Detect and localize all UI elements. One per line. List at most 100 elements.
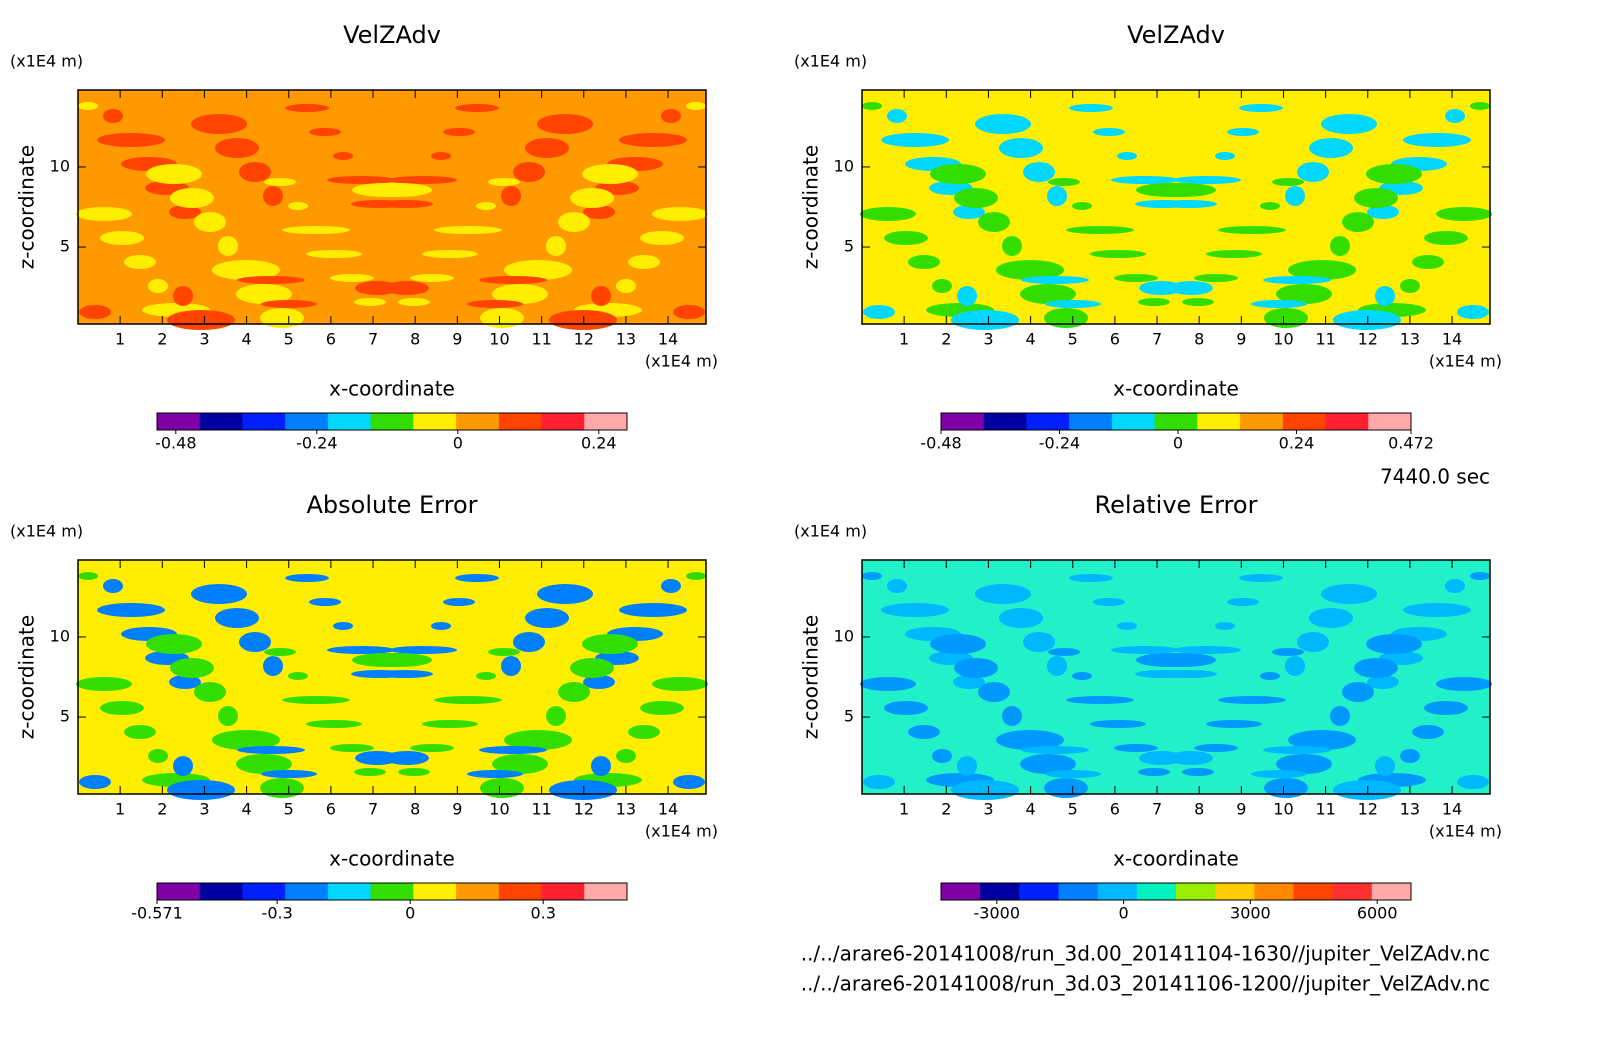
contour-patch xyxy=(1400,279,1420,293)
colorbar-segment xyxy=(1282,413,1327,430)
contour-patch xyxy=(239,162,271,182)
contour-patch xyxy=(558,682,590,702)
x-tick-label: 7 xyxy=(1152,330,1162,349)
contour-patch xyxy=(1148,183,1216,197)
contour-patch xyxy=(443,128,475,136)
contour-patch xyxy=(218,236,238,256)
contour-patch xyxy=(932,749,952,763)
contour-patch xyxy=(215,138,259,158)
contour-patch xyxy=(422,720,478,728)
contour-patch xyxy=(996,260,1064,280)
x-tick-label: 2 xyxy=(157,800,167,819)
file-path: ../../arare6-20141008/run_3d.00_20141104… xyxy=(801,942,1490,966)
x-tick-label: 12 xyxy=(574,330,594,349)
colorbar-segment xyxy=(980,883,1020,900)
x-tick-label: 7 xyxy=(368,330,378,349)
contour-patch xyxy=(1227,598,1259,606)
x-tick-label: 13 xyxy=(616,330,636,349)
x-tick-label: 1 xyxy=(115,330,125,349)
colorbar-segment xyxy=(370,883,414,900)
contour-patch xyxy=(999,138,1043,158)
contour-patch xyxy=(169,675,201,689)
x-tick-label: 9 xyxy=(1236,330,1246,349)
contour-patch xyxy=(862,102,882,110)
contour-patch xyxy=(1342,212,1374,232)
contour-patch xyxy=(76,207,132,221)
contour-patch xyxy=(1260,202,1280,210)
contour-patch xyxy=(1342,682,1374,702)
contour-patch xyxy=(661,109,681,123)
contour-patch xyxy=(1251,300,1307,308)
contour-patch xyxy=(330,744,374,752)
contour-patch xyxy=(1173,646,1241,654)
contour-patch xyxy=(410,744,454,752)
contour-patch xyxy=(537,114,593,134)
contour-patch xyxy=(288,202,308,210)
y-tick-label: 5 xyxy=(844,237,854,256)
contour-patch xyxy=(167,310,235,330)
x-tick-label: 11 xyxy=(531,800,551,819)
y-axis-label: z-coordinate xyxy=(15,145,39,269)
contour-patch xyxy=(212,260,280,280)
y-tick-label: 5 xyxy=(844,707,854,726)
contour-patch xyxy=(686,102,706,110)
contour-patch xyxy=(951,780,1019,800)
contour-patch xyxy=(1182,768,1214,776)
contour-patch xyxy=(1436,207,1492,221)
contour-patch xyxy=(1117,622,1137,630)
contour-patch xyxy=(975,114,1031,134)
colorbar-segment xyxy=(199,883,243,900)
x-tick-label: 2 xyxy=(941,800,951,819)
contour-patch xyxy=(285,574,329,582)
contour-patch xyxy=(309,128,341,136)
x-tick-label: 12 xyxy=(574,800,594,819)
x-tick-label: 9 xyxy=(452,800,462,819)
contour-patch xyxy=(1047,186,1067,206)
contour-patch xyxy=(146,164,202,184)
contour-patch xyxy=(1072,672,1092,680)
contour-patch xyxy=(100,701,144,715)
y-unit: (x1E4 m) xyxy=(794,52,867,71)
contour-patch xyxy=(467,300,523,308)
contour-patch xyxy=(591,286,611,306)
contour-patch xyxy=(1470,102,1490,110)
contour-patch xyxy=(398,298,430,306)
contour-patch xyxy=(1218,696,1286,704)
contour-patch xyxy=(76,677,132,691)
contour-patch xyxy=(619,133,687,147)
colorbar-segment xyxy=(1325,413,1369,430)
contour-patch xyxy=(146,634,202,654)
x-tick-label: 13 xyxy=(1400,330,1420,349)
contour-patch xyxy=(999,608,1043,628)
contour-patch xyxy=(628,255,660,269)
x-axis-label: x-coordinate xyxy=(329,847,455,871)
contour-patch xyxy=(1288,730,1356,750)
contour-patch xyxy=(957,286,977,306)
colorbar-segment xyxy=(327,883,372,900)
x-tick-label: 14 xyxy=(1442,800,1462,819)
colorbar-segment xyxy=(242,413,286,430)
contour-patch xyxy=(492,284,548,304)
x-tick-label: 13 xyxy=(1400,800,1420,819)
contour-patch xyxy=(549,310,617,330)
contour-patch xyxy=(954,188,998,208)
x-tick-label: 6 xyxy=(1110,800,1120,819)
contour-patch xyxy=(978,682,1010,702)
contour-patch xyxy=(583,675,615,689)
contour-patch xyxy=(525,138,569,158)
x-tick-label: 12 xyxy=(1358,330,1378,349)
x-tick-label: 5 xyxy=(1068,800,1078,819)
colorbar-segment xyxy=(327,413,372,430)
contour-patch xyxy=(215,608,259,628)
contour-patch xyxy=(881,603,949,617)
x-tick-label: 4 xyxy=(1025,800,1035,819)
contour-patch xyxy=(1114,744,1158,752)
contour-patch xyxy=(173,756,193,776)
contour-patch xyxy=(260,778,304,798)
contour-patch xyxy=(1424,231,1468,245)
contour-patch xyxy=(1023,162,1055,182)
contour-patch xyxy=(673,775,705,789)
contour-patch xyxy=(194,682,226,702)
contour-patch xyxy=(124,255,156,269)
x-tick-label: 7 xyxy=(1152,800,1162,819)
